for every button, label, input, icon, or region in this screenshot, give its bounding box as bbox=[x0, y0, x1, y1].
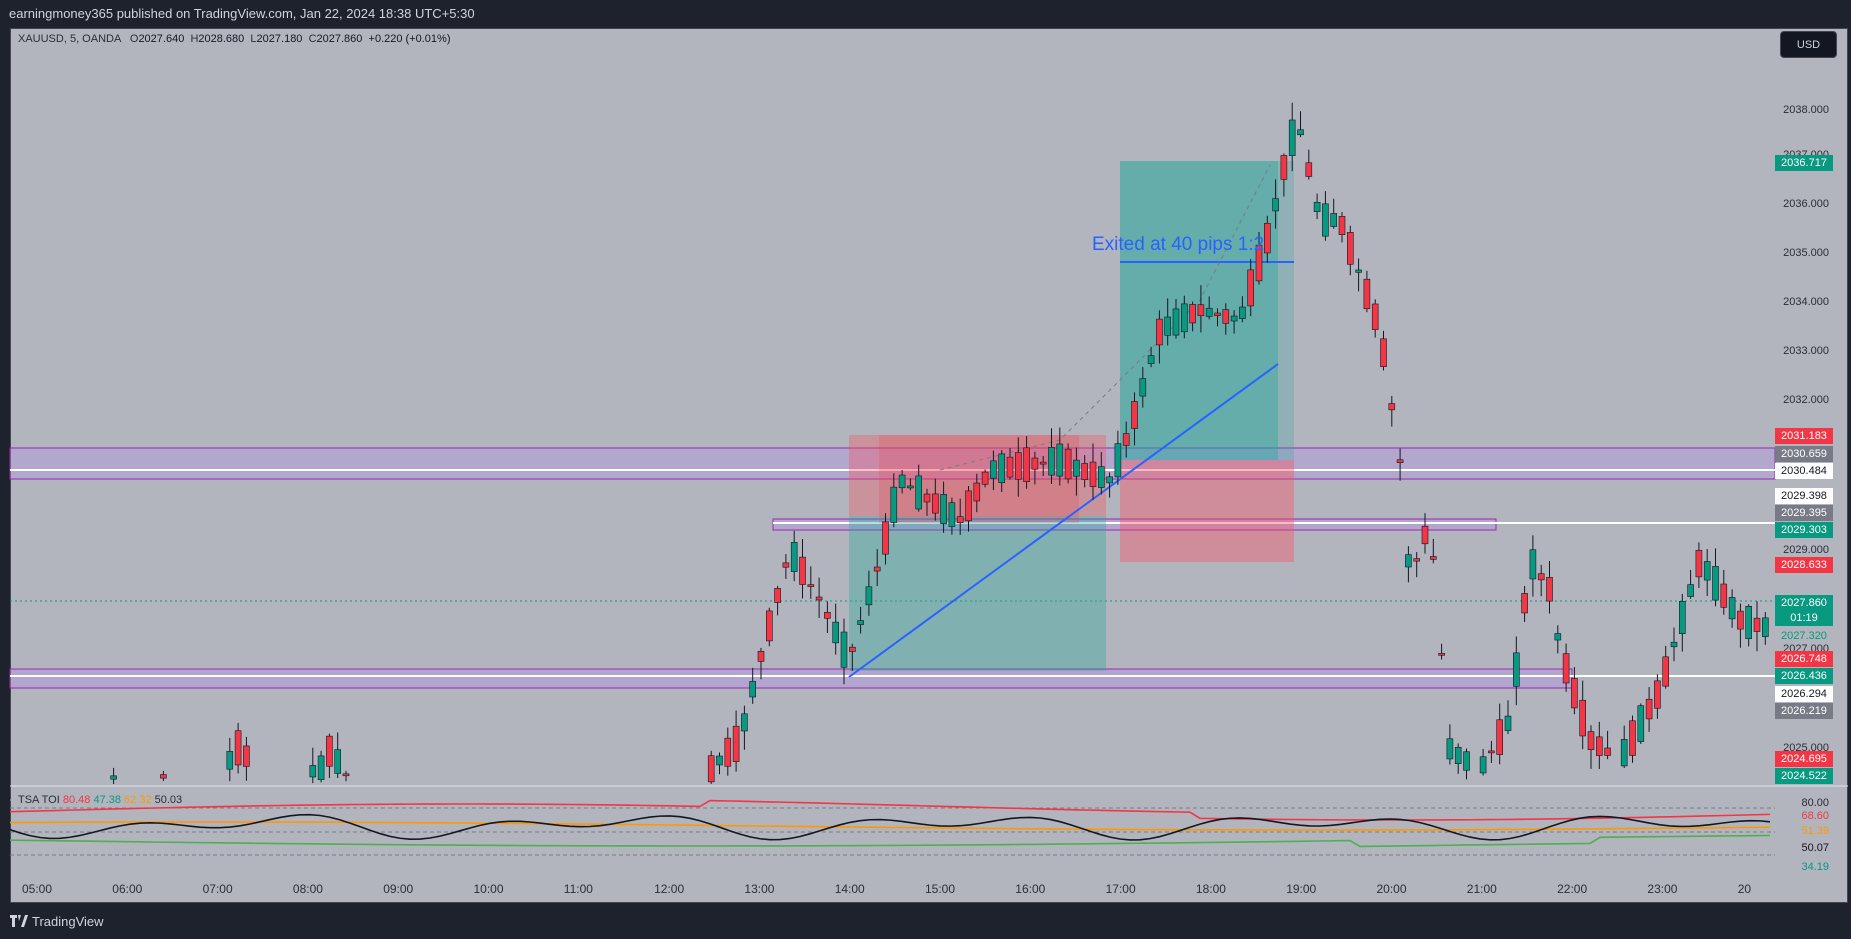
time-tick: 16:00 bbox=[1015, 882, 1046, 896]
trade-annotation[interactable]: Exited at 40 pips 1:2 bbox=[1092, 234, 1265, 255]
price-label: 2029.303 bbox=[1775, 522, 1833, 538]
low-value: 2027.180 bbox=[256, 33, 303, 45]
indicator-value-4: 50.03 bbox=[154, 794, 183, 806]
time-tick: 22:00 bbox=[1557, 882, 1588, 896]
open-value: 2027.640 bbox=[138, 33, 185, 45]
time-tick: 12:00 bbox=[654, 882, 685, 896]
time-tick: 11:00 bbox=[563, 882, 593, 896]
price-label: 2029.395 bbox=[1775, 505, 1833, 521]
price-tick: 2032.000 bbox=[1783, 394, 1829, 406]
indicator-tick: 34.19 bbox=[1801, 861, 1829, 873]
indicator-tick: 51.39 bbox=[1801, 825, 1829, 837]
chart-area[interactable] bbox=[10, 28, 1848, 903]
time-tick: 21:00 bbox=[1466, 882, 1497, 896]
currency-button[interactable]: USD bbox=[1780, 31, 1837, 58]
price-label: 2024.522 bbox=[1775, 768, 1833, 784]
high-label: H bbox=[190, 33, 199, 45]
time-tick: 17:00 bbox=[1105, 882, 1136, 896]
price-label: 2027.860 bbox=[1775, 595, 1833, 611]
price-label: 2026.748 bbox=[1775, 651, 1833, 667]
price-label: 01:19 bbox=[1775, 610, 1833, 626]
close-value: 2027.860 bbox=[316, 33, 363, 45]
footer: TradingView bbox=[0, 903, 1851, 939]
indicator-value-1: 80.48 bbox=[62, 794, 91, 806]
price-tick: 2038.000 bbox=[1783, 104, 1829, 116]
high-value: 2028.680 bbox=[198, 33, 245, 45]
price-label: 2036.717 bbox=[1775, 155, 1833, 171]
price-label: 2031.183 bbox=[1775, 428, 1833, 444]
indicator-value-3: 62.32 bbox=[124, 794, 152, 806]
price-tick: 2035.000 bbox=[1783, 247, 1829, 259]
price-tick: 2034.000 bbox=[1783, 296, 1829, 308]
time-tick: 08:00 bbox=[292, 882, 323, 896]
indicator-name[interactable]: TSA TOI bbox=[18, 794, 60, 806]
price-label: 2030.659 bbox=[1775, 446, 1833, 462]
symbol-name[interactable]: XAUUSD, 5, OANDA bbox=[18, 33, 121, 45]
time-tick: 06:00 bbox=[112, 882, 143, 896]
indicator-legend[interactable]: TSA TOI 80.48 47.38 62.32 50.03 bbox=[18, 794, 182, 806]
publish-bar: earningmoney365 published on TradingView… bbox=[0, 0, 1851, 28]
time-tick: 20 bbox=[1737, 882, 1752, 896]
tradingview-logo-icon bbox=[10, 915, 28, 927]
open-label: O bbox=[129, 33, 139, 45]
price-label: 2029.398 bbox=[1775, 488, 1833, 504]
time-tick: 15:00 bbox=[925, 882, 956, 896]
indicator-tick: 68.60 bbox=[1801, 810, 1829, 822]
time-tick: 20:00 bbox=[1376, 882, 1407, 896]
low-label: L bbox=[250, 33, 257, 45]
price-label: 2030.484 bbox=[1775, 463, 1833, 479]
price-tick: 2033.000 bbox=[1783, 345, 1829, 357]
time-tick: 18:00 bbox=[1195, 882, 1226, 896]
time-tick: 10:00 bbox=[473, 882, 504, 896]
time-tick: 07:00 bbox=[202, 882, 233, 896]
close-label: C bbox=[308, 33, 317, 45]
price-label: 2027.320 bbox=[1775, 628, 1833, 644]
published-text: earningmoney365 published on TradingView… bbox=[9, 6, 475, 21]
indicator-tick: 80.00 bbox=[1801, 797, 1829, 809]
price-label: 2026.436 bbox=[1775, 668, 1833, 684]
time-tick: 19:00 bbox=[1286, 882, 1317, 896]
brand-name: TradingView bbox=[32, 913, 104, 929]
price-label: 2028.633 bbox=[1775, 557, 1833, 573]
change-value: +0.220 (+0.01%) bbox=[368, 33, 451, 45]
time-tick: 05:00 bbox=[22, 882, 53, 896]
time-tick: 13:00 bbox=[744, 882, 775, 896]
tradingview-logo[interactable]: TradingView bbox=[10, 914, 104, 929]
time-tick: 09:00 bbox=[383, 882, 414, 896]
price-label: 2026.219 bbox=[1775, 703, 1833, 719]
indicator-tick: 50.07 bbox=[1801, 842, 1829, 854]
price-tick: 2036.000 bbox=[1783, 198, 1829, 210]
symbol-legend[interactable]: XAUUSD, 5, OANDA O2027.640 H2028.680 L20… bbox=[18, 33, 450, 45]
time-tick: 14:00 bbox=[834, 882, 865, 896]
time-tick: 23:00 bbox=[1647, 882, 1678, 896]
price-tick: 2029.000 bbox=[1783, 544, 1829, 556]
price-label: 2026.294 bbox=[1775, 686, 1833, 702]
price-label: 2024.695 bbox=[1775, 751, 1833, 767]
indicator-value-2: 47.38 bbox=[93, 794, 121, 806]
